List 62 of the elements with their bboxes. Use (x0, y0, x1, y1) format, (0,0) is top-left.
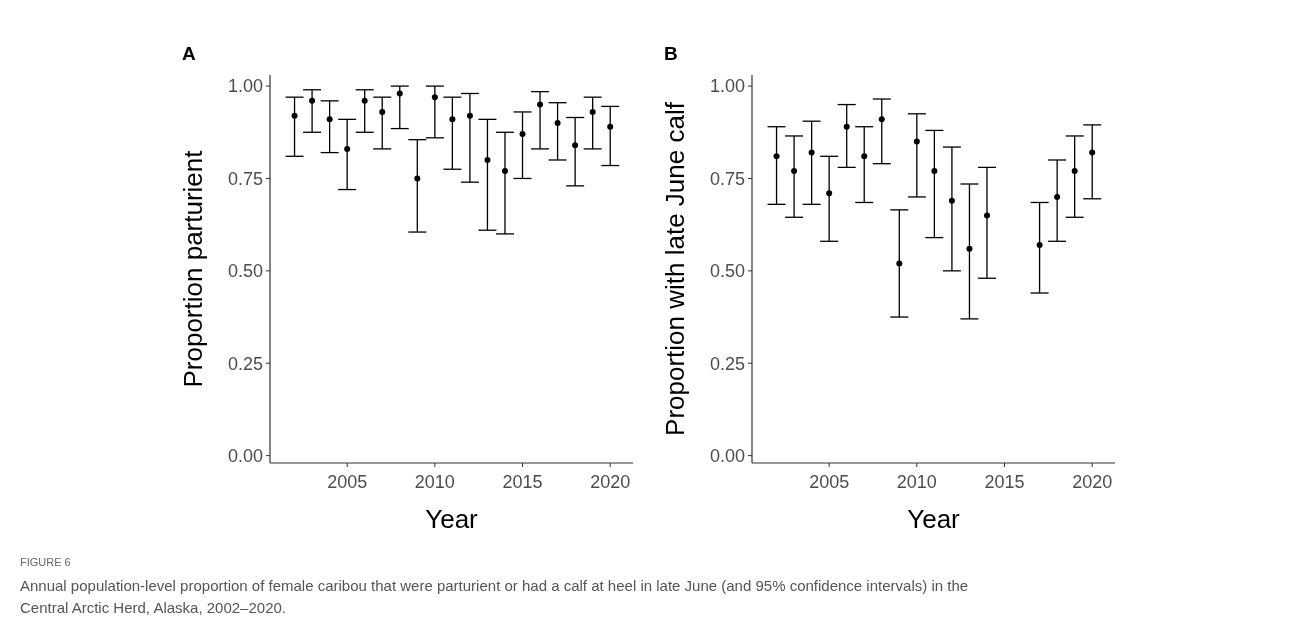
point (414, 175, 421, 182)
x-tick-label: 2005 (327, 472, 368, 492)
y-tick-label: 1.00 (709, 76, 745, 97)
point (913, 138, 920, 145)
point (791, 168, 798, 175)
point (1054, 193, 1061, 200)
y-tick-label: 1.00 (227, 76, 263, 97)
x-tick-label: 2015 (984, 472, 1025, 492)
point (449, 116, 456, 123)
point (554, 120, 561, 127)
point (966, 245, 973, 252)
x-tick-label: 2015 (502, 472, 543, 492)
point (826, 190, 833, 197)
x-tick-label: 2005 (809, 472, 850, 492)
point (484, 157, 491, 163)
point (309, 97, 316, 104)
y-tick-label: 0.75 (709, 168, 745, 189)
x-tick-label: 2020 (1072, 472, 1113, 492)
point (589, 108, 596, 115)
y-tick-label: 0.50 (227, 261, 263, 282)
point (983, 212, 990, 219)
caption: FIGURE 6 (20, 556, 71, 568)
point (607, 123, 614, 130)
point (572, 142, 579, 149)
point (878, 116, 885, 123)
point (361, 97, 368, 104)
chart-title: A (182, 43, 196, 64)
point (1071, 168, 1078, 175)
point (344, 145, 351, 152)
y-axis-title: Proportion with late June calf (660, 101, 690, 436)
point (379, 108, 386, 115)
point (326, 116, 333, 123)
y-tick-label: 0.75 (227, 168, 263, 189)
point (466, 112, 473, 119)
point (501, 168, 508, 175)
point (843, 123, 850, 130)
point (896, 260, 903, 267)
y-tick-label: 0.25 (709, 353, 745, 374)
x-tick-label: 2020 (590, 472, 631, 492)
point (861, 153, 868, 160)
point (537, 101, 544, 108)
point (431, 94, 438, 101)
point (948, 197, 955, 204)
y-tick-label: 0.00 (227, 445, 263, 466)
chart-title: B (664, 43, 678, 64)
point (1036, 241, 1043, 248)
y-axis-title: Proportion parturient (178, 149, 208, 388)
y-tick-label: 0.50 (709, 261, 745, 282)
point (519, 131, 526, 138)
x-axis-title: Year (425, 504, 479, 534)
point (396, 90, 403, 97)
point (291, 112, 298, 119)
point (773, 153, 780, 160)
point (808, 149, 815, 156)
text: Annual population-level proportion of female caribou that were parturient or had a calf at heel in late June (and 95% confidence intervals) in the Central Arctic Herd, Alaska, 2002–2020. (20, 577, 969, 616)
x-tick-label: 2010 (896, 472, 937, 492)
y-tick-label: 0.00 (709, 445, 745, 466)
point (931, 168, 938, 175)
point (1089, 149, 1096, 156)
y-tick-label: 0.25 (227, 353, 263, 374)
x-axis-title: Year (907, 504, 961, 534)
x-tick-label: 2010 (414, 472, 455, 492)
